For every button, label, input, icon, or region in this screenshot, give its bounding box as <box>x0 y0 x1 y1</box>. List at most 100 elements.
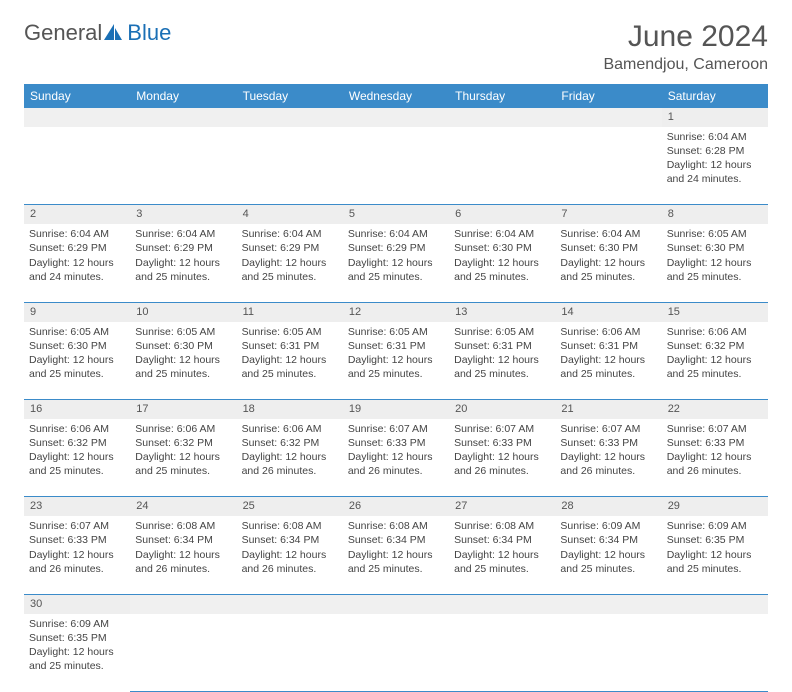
daylight-line: Daylight: 12 hours and 25 minutes. <box>29 450 125 478</box>
day-content-row: Sunrise: 6:04 AMSunset: 6:29 PMDaylight:… <box>24 224 768 302</box>
day-content-cell: Sunrise: 6:07 AMSunset: 6:33 PMDaylight:… <box>449 419 555 497</box>
day-number-cell: 16 <box>24 400 130 419</box>
day-number-cell: 18 <box>237 400 343 419</box>
sunset-line: Sunset: 6:34 PM <box>242 533 338 547</box>
sunset-line: Sunset: 6:34 PM <box>560 533 656 547</box>
sunset-line: Sunset: 6:30 PM <box>560 241 656 255</box>
day-number-cell: 3 <box>130 205 236 224</box>
sunrise-line: Sunrise: 6:07 AM <box>667 422 763 436</box>
day-number-row: 23242526272829 <box>24 497 768 516</box>
sunset-line: Sunset: 6:32 PM <box>667 339 763 353</box>
sunset-line: Sunset: 6:29 PM <box>242 241 338 255</box>
daylight-line: Daylight: 12 hours and 25 minutes. <box>560 353 656 381</box>
sunrise-line: Sunrise: 6:06 AM <box>29 422 125 436</box>
daylight-line: Daylight: 12 hours and 25 minutes. <box>560 256 656 284</box>
day-content-cell: Sunrise: 6:07 AMSunset: 6:33 PMDaylight:… <box>662 419 768 497</box>
day-number-cell <box>449 108 555 127</box>
day-content-cell: Sunrise: 6:06 AMSunset: 6:32 PMDaylight:… <box>24 419 130 497</box>
day-content-cell <box>343 614 449 692</box>
daylight-line: Daylight: 12 hours and 25 minutes. <box>348 353 444 381</box>
day-number-cell <box>343 594 449 613</box>
day-content-row: Sunrise: 6:09 AMSunset: 6:35 PMDaylight:… <box>24 614 768 692</box>
day-number-cell <box>130 594 236 613</box>
day-content-cell <box>343 127 449 205</box>
day-content-cell <box>555 614 661 692</box>
day-number-cell <box>555 594 661 613</box>
sunrise-line: Sunrise: 6:04 AM <box>242 227 338 241</box>
calendar-table: Sunday Monday Tuesday Wednesday Thursday… <box>24 84 768 692</box>
daylight-line: Daylight: 12 hours and 26 minutes. <box>29 548 125 576</box>
day-number-cell: 17 <box>130 400 236 419</box>
sunset-line: Sunset: 6:34 PM <box>135 533 231 547</box>
daylight-line: Daylight: 12 hours and 26 minutes. <box>454 450 550 478</box>
day-content-cell: Sunrise: 6:08 AMSunset: 6:34 PMDaylight:… <box>343 516 449 594</box>
weekday-header: Saturday <box>662 84 768 108</box>
day-content-cell: Sunrise: 6:05 AMSunset: 6:30 PMDaylight:… <box>130 322 236 400</box>
daylight-line: Daylight: 12 hours and 25 minutes. <box>348 548 444 576</box>
sunset-line: Sunset: 6:33 PM <box>454 436 550 450</box>
day-number-cell: 5 <box>343 205 449 224</box>
day-content-cell: Sunrise: 6:05 AMSunset: 6:30 PMDaylight:… <box>24 322 130 400</box>
sunrise-line: Sunrise: 6:04 AM <box>348 227 444 241</box>
day-content-cell: Sunrise: 6:08 AMSunset: 6:34 PMDaylight:… <box>237 516 343 594</box>
day-number-cell: 4 <box>237 205 343 224</box>
day-content-row: Sunrise: 6:04 AMSunset: 6:28 PMDaylight:… <box>24 127 768 205</box>
day-number-cell: 20 <box>449 400 555 419</box>
day-content-cell: Sunrise: 6:07 AMSunset: 6:33 PMDaylight:… <box>24 516 130 594</box>
daylight-line: Daylight: 12 hours and 25 minutes. <box>454 353 550 381</box>
daylight-line: Daylight: 12 hours and 25 minutes. <box>348 256 444 284</box>
day-content-cell: Sunrise: 6:06 AMSunset: 6:32 PMDaylight:… <box>237 419 343 497</box>
header: General Blue June 2024 Bamendjou, Camero… <box>24 20 768 74</box>
day-number-cell: 23 <box>24 497 130 516</box>
day-content-cell: Sunrise: 6:04 AMSunset: 6:29 PMDaylight:… <box>343 224 449 302</box>
day-number-cell: 2 <box>24 205 130 224</box>
sunset-line: Sunset: 6:33 PM <box>348 436 444 450</box>
day-number-cell <box>343 108 449 127</box>
day-number-cell: 9 <box>24 302 130 321</box>
daylight-line: Daylight: 12 hours and 26 minutes. <box>135 548 231 576</box>
day-number-cell <box>449 594 555 613</box>
day-number-cell: 7 <box>555 205 661 224</box>
sunrise-line: Sunrise: 6:04 AM <box>454 227 550 241</box>
day-number-cell: 12 <box>343 302 449 321</box>
day-number-cell: 14 <box>555 302 661 321</box>
daylight-line: Daylight: 12 hours and 26 minutes. <box>667 450 763 478</box>
sunrise-line: Sunrise: 6:07 AM <box>454 422 550 436</box>
day-number-cell: 6 <box>449 205 555 224</box>
daylight-line: Daylight: 12 hours and 24 minutes. <box>29 256 125 284</box>
day-content-cell <box>24 127 130 205</box>
sunrise-line: Sunrise: 6:05 AM <box>242 325 338 339</box>
sunset-line: Sunset: 6:30 PM <box>29 339 125 353</box>
sunrise-line: Sunrise: 6:07 AM <box>348 422 444 436</box>
day-content-cell: Sunrise: 6:08 AMSunset: 6:34 PMDaylight:… <box>449 516 555 594</box>
sunrise-line: Sunrise: 6:05 AM <box>135 325 231 339</box>
day-content-cell: Sunrise: 6:04 AMSunset: 6:29 PMDaylight:… <box>24 224 130 302</box>
day-content-row: Sunrise: 6:05 AMSunset: 6:30 PMDaylight:… <box>24 322 768 400</box>
day-number-cell <box>24 108 130 127</box>
sunrise-line: Sunrise: 6:09 AM <box>560 519 656 533</box>
sunrise-line: Sunrise: 6:08 AM <box>454 519 550 533</box>
day-number-cell <box>237 594 343 613</box>
daylight-line: Daylight: 12 hours and 25 minutes. <box>135 353 231 381</box>
sunrise-line: Sunrise: 6:08 AM <box>348 519 444 533</box>
day-number-cell: 21 <box>555 400 661 419</box>
sunset-line: Sunset: 6:32 PM <box>29 436 125 450</box>
day-content-cell: Sunrise: 6:07 AMSunset: 6:33 PMDaylight:… <box>343 419 449 497</box>
day-content-cell: Sunrise: 6:06 AMSunset: 6:32 PMDaylight:… <box>662 322 768 400</box>
sunset-line: Sunset: 6:28 PM <box>667 144 763 158</box>
day-number-cell: 11 <box>237 302 343 321</box>
weekday-header-row: Sunday Monday Tuesday Wednesday Thursday… <box>24 84 768 108</box>
day-content-row: Sunrise: 6:06 AMSunset: 6:32 PMDaylight:… <box>24 419 768 497</box>
sunset-line: Sunset: 6:33 PM <box>560 436 656 450</box>
sunrise-line: Sunrise: 6:04 AM <box>667 130 763 144</box>
sunrise-line: Sunrise: 6:06 AM <box>667 325 763 339</box>
weekday-header: Friday <box>555 84 661 108</box>
sunset-line: Sunset: 6:30 PM <box>135 339 231 353</box>
sunset-line: Sunset: 6:33 PM <box>29 533 125 547</box>
day-number-cell: 19 <box>343 400 449 419</box>
day-content-cell: Sunrise: 6:05 AMSunset: 6:30 PMDaylight:… <box>662 224 768 302</box>
daylight-line: Daylight: 12 hours and 26 minutes. <box>348 450 444 478</box>
day-number-cell <box>555 108 661 127</box>
day-content-cell: Sunrise: 6:04 AMSunset: 6:28 PMDaylight:… <box>662 127 768 205</box>
day-number-cell <box>130 108 236 127</box>
